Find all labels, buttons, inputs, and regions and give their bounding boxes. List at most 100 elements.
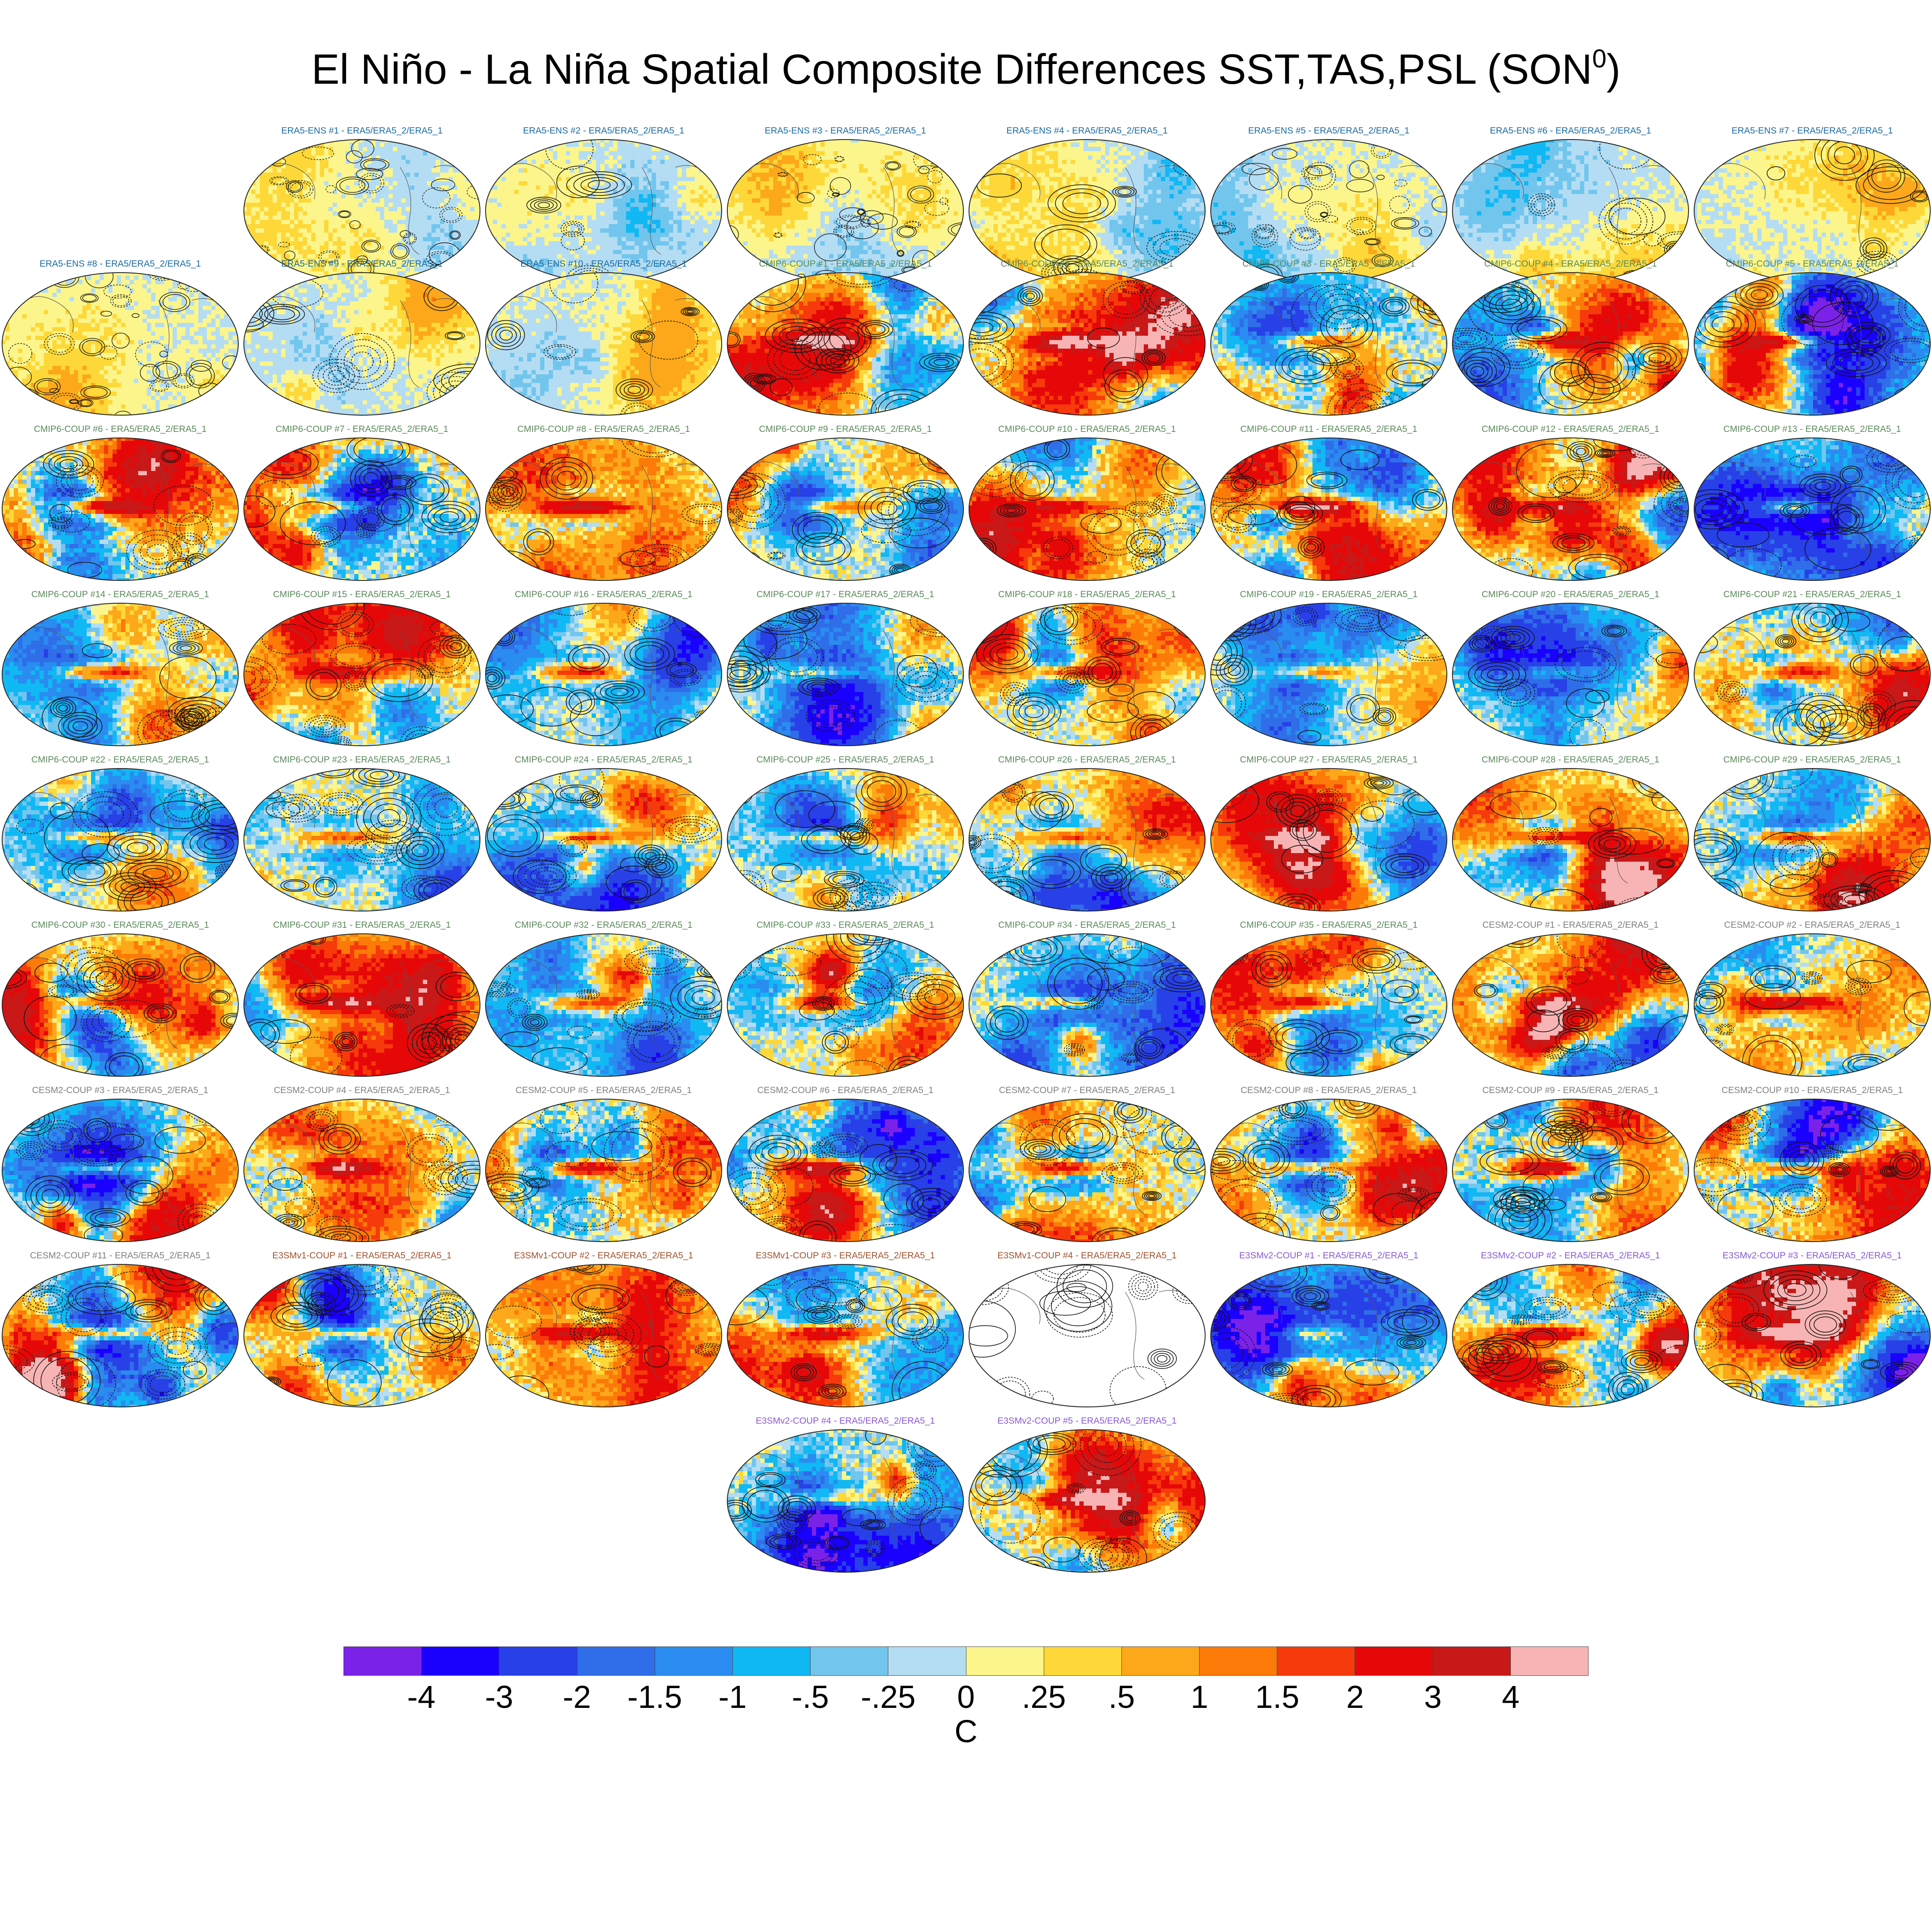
globe-map [243,271,481,416]
map-panel: CESM2-COUP #5 - ERA5/ERA5_2/ERA5_1 [483,1084,724,1243]
map-panel: CMIP6-COUP #29 - ERA5/ERA5_2/ERA5_1 [1692,753,1932,912]
panel-title: CMIP6-COUP #8 - ERA5/ERA5_2/ERA5_1 [483,423,724,436]
globe-map [484,1263,723,1408]
colorbar-tick-label: -4 [378,1679,464,1715]
globe-map [1693,933,1932,1078]
colorbar-box-8 [966,1647,1044,1675]
panel-title: E3SMv1-COUP #3 - ERA5/ERA5_2/ERA5_1 [725,1249,966,1262]
globe-map [1693,437,1932,582]
globe-map [726,933,965,1078]
globe-map [1209,437,1448,582]
panel-title: CMIP6-COUP #26 - ERA5/ERA5_2/ERA5_1 [967,753,1207,766]
panel-title: E3SMv2-COUP #4 - ERA5/ERA5_2/ERA5_1 [725,1415,966,1428]
panel-title: ERA5-ENS #9 - ERA5/ERA5_2/ERA5_1 [242,258,482,270]
panel-title: CMIP6-COUP #21 - ERA5/ERA5_2/ERA5_1 [1692,588,1932,601]
map-panel: CMIP6-COUP #31 - ERA5/ERA5_2/ERA5_1 [242,919,482,1078]
panel-title: ERA5-ENS #4 - ERA5/ERA5_2/ERA5_1 [967,125,1207,137]
panel-title: CMIP6-COUP #13 - ERA5/ERA5_2/ERA5_1 [1692,423,1932,436]
colorbar-tick-label: -1.5 [612,1679,698,1715]
panel-title: ERA5-ENS #3 - ERA5/ERA5_2/ERA5_1 [725,125,966,137]
globe-map [243,602,481,747]
panel-title: ERA5-ENS #8 - ERA5/ERA5_2/ERA5_1 [0,258,240,270]
globe-map [1451,933,1690,1078]
globe-map [1209,933,1448,1078]
panel-title: ERA5-ENS #10 - ERA5/ERA5_2/ERA5_1 [483,258,724,270]
globe-map [1,271,240,416]
map-panel: CMIP6-COUP #13 - ERA5/ERA5_2/ERA5_1 [1692,423,1932,582]
globe-map [726,767,965,912]
map-panel: CMIP6-COUP #20 - ERA5/ERA5_2/ERA5_1 [1450,588,1691,747]
map-panel: CMIP6-COUP #34 - ERA5/ERA5_2/ERA5_1 [967,919,1207,1078]
globe-map [1209,1098,1448,1243]
panel-title: CMIP6-COUP #23 - ERA5/ERA5_2/ERA5_1 [242,753,482,766]
colorbar-box-14 [1433,1647,1511,1675]
panel-title: CMIP6-COUP #18 - ERA5/ERA5_2/ERA5_1 [967,588,1207,601]
panel-title: CMIP6-COUP #28 - ERA5/ERA5_2/ERA5_1 [1450,753,1691,766]
map-panel: CMIP6-COUP #4 - ERA5/ERA5_2/ERA5_1 [1450,258,1691,416]
colorbar-box-7 [888,1647,966,1675]
globe-map [1693,1098,1932,1243]
panel-title: CMIP6-COUP #22 - ERA5/ERA5_2/ERA5_1 [0,753,240,766]
map-panel: CMIP6-COUP #8 - ERA5/ERA5_2/ERA5_1 [483,423,724,582]
panel-title: CESM2-COUP #10 - ERA5/ERA5_2/ERA5_1 [1692,1084,1932,1097]
globe-map [1,437,240,582]
panel-title: CMIP6-COUP #1 - ERA5/ERA5_2/ERA5_1 [725,258,966,270]
colorbar-tick-label: .5 [1079,1679,1165,1715]
globe-map [968,271,1206,416]
map-panel: E3SMv1-COUP #4 - ERA5/ERA5_2/ERA5_1 [967,1249,1207,1408]
globe-map [1209,767,1448,912]
colorbar-tick-label: -.25 [845,1679,931,1715]
map-panel: CESM2-COUP #4 - ERA5/ERA5_2/ERA5_1 [242,1084,482,1243]
globe-map [1,1098,240,1243]
colorbar-box-10 [1122,1647,1200,1675]
map-panel: CMIP6-COUP #32 - ERA5/ERA5_2/ERA5_1 [483,919,724,1078]
globe-map [1693,271,1932,416]
map-panel: CMIP6-COUP #10 - ERA5/ERA5_2/ERA5_1 [967,423,1207,582]
colorbar-box-9 [1044,1647,1122,1675]
panel-title: CESM2-COUP #2 - ERA5/ERA5_2/ERA5_1 [1692,919,1932,932]
map-panel: CESM2-COUP #8 - ERA5/ERA5_2/ERA5_1 [1209,1084,1449,1243]
map-panel: E3SMv1-COUP #3 - ERA5/ERA5_2/ERA5_1 [725,1249,966,1408]
colorbar-tick-label: 2 [1312,1679,1398,1715]
panel-title: CMIP6-COUP #25 - ERA5/ERA5_2/ERA5_1 [725,753,966,766]
map-panel: CMIP6-COUP #28 - ERA5/ERA5_2/ERA5_1 [1450,753,1691,912]
panel-title: CMIP6-COUP #5 - ERA5/ERA5_2/ERA5_1 [1692,258,1932,270]
globe-map [1209,1263,1448,1408]
colorbar-box-2 [499,1647,577,1675]
panel-title: CMIP6-COUP #20 - ERA5/ERA5_2/ERA5_1 [1450,588,1691,601]
panel-title: ERA5-ENS #7 - ERA5/ERA5_2/ERA5_1 [1692,125,1932,137]
globe-map [1693,767,1932,912]
panel-title: CMIP6-COUP #4 - ERA5/ERA5_2/ERA5_1 [1450,258,1691,270]
globe-map [243,437,481,582]
colorbar-box-15 [1511,1647,1588,1675]
globe-map [484,271,723,416]
globe-map [968,602,1206,747]
panel-title: CESM2-COUP #11 - ERA5/ERA5_2/ERA5_1 [0,1249,240,1262]
panel-title: CMIP6-COUP #9 - ERA5/ERA5_2/ERA5_1 [725,423,966,436]
globe-map [243,1263,481,1408]
panel-title: CMIP6-COUP #10 - ERA5/ERA5_2/ERA5_1 [967,423,1207,436]
globe-map [1451,602,1690,747]
map-panel: ERA5-ENS #10 - ERA5/ERA5_2/ERA5_1 [483,258,724,416]
globe-map [1209,602,1448,747]
globe-map [1451,437,1690,582]
panel-title: CMIP6-COUP #32 - ERA5/ERA5_2/ERA5_1 [483,919,724,932]
map-panel: E3SMv2-COUP #2 - ERA5/ERA5_2/ERA5_1 [1450,1249,1691,1408]
globe-map [1,602,240,747]
map-panel: CMIP6-COUP #30 - ERA5/ERA5_2/ERA5_1 [0,919,240,1078]
map-panel: CESM2-COUP #11 - ERA5/ERA5_2/ERA5_1 [0,1249,240,1408]
map-panel: CMIP6-COUP #27 - ERA5/ERA5_2/ERA5_1 [1209,753,1449,912]
map-panel: CMIP6-COUP #24 - ERA5/ERA5_2/ERA5_1 [483,753,724,912]
panel-title: E3SMv2-COUP #1 - ERA5/ERA5_2/ERA5_1 [1209,1249,1449,1262]
panel-title: CMIP6-COUP #14 - ERA5/ERA5_2/ERA5_1 [0,588,240,601]
globe-map [968,1263,1206,1408]
panel-title: CMIP6-COUP #31 - ERA5/ERA5_2/ERA5_1 [242,919,482,932]
panel-title: CESM2-COUP #1 - ERA5/ERA5_2/ERA5_1 [1450,919,1691,932]
map-panel: CMIP6-COUP #17 - ERA5/ERA5_2/ERA5_1 [725,588,966,747]
map-panel: CMIP6-COUP #21 - ERA5/ERA5_2/ERA5_1 [1692,588,1932,747]
globe-map [484,437,723,582]
map-panel: CESM2-COUP #3 - ERA5/ERA5_2/ERA5_1 [0,1084,240,1243]
map-panel: E3SMv1-COUP #1 - ERA5/ERA5_2/ERA5_1 [242,1249,482,1408]
globe-map [726,271,965,416]
map-panel: E3SMv2-COUP #5 - ERA5/ERA5_2/ERA5_1 [967,1415,1207,1574]
